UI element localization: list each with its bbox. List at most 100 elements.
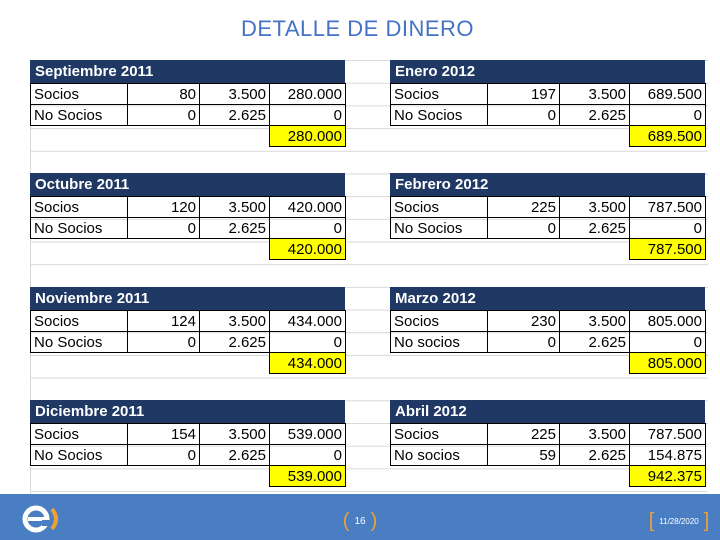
total-row: 689.500 [391,125,706,147]
price-cell: 3.500 [199,423,270,445]
total-cell: 539.000 [269,465,346,487]
total-row: 434.000 [31,352,346,374]
count-cell: 230 [487,310,560,332]
left-bracket-icon: ( [342,510,350,532]
total-row: 280.000 [31,125,346,147]
month-header: Marzo 2012 [390,287,705,310]
total-row: 942.375 [391,465,706,487]
count-cell: 0 [487,104,560,126]
total-cell: 420.000 [269,238,346,260]
count-cell: 0 [127,217,200,239]
month-header: Febrero 2012 [390,173,705,196]
count-cell: 0 [127,444,200,466]
table-row: Socios 230 3.500 805.000 [390,310,706,332]
table-row: No socios 0 2.625 0 [390,331,706,353]
total-cell: 689.500 [629,125,706,147]
row-label: Socios [30,423,128,445]
month-block: Febrero 2012 Socios 225 3.500 787.500 No Soci… [390,173,706,260]
amount-cell: 805.000 [629,310,706,332]
page-number: (16) [340,510,380,533]
table-row: No Socios 0 2.625 0 [390,217,706,239]
count-cell: 197 [487,83,560,105]
table-row: No Socios 0 2.625 0 [30,444,346,466]
amount-cell: 539.000 [269,423,346,445]
row-label: No Socios [390,217,488,239]
right-bracket-icon: ] [703,510,710,532]
amount-cell: 0 [269,331,346,353]
amount-cell: 0 [269,444,346,466]
total-row: 787.500 [391,238,706,260]
month-block: Diciembre 2011 Socios 154 3.500 539.000 No So… [30,400,346,487]
count-cell: 225 [487,196,560,218]
table-row: Socios 197 3.500 689.500 [390,83,706,105]
month-table: Socios 230 3.500 805.000 No socios 0 2.625 0 805… [390,310,706,374]
total-cell: 280.000 [269,125,346,147]
amount-cell: 154.875 [629,444,706,466]
amount-cell: 787.500 [629,196,706,218]
amount-cell: 0 [629,331,706,353]
amount-cell: 689.500 [629,83,706,105]
footer-date-label: 11/28/2020 [659,517,699,526]
total-cell: 942.375 [629,465,706,487]
month-table: Socios 80 3.500 280.000 No Socios 0 2.625 0 280.… [30,83,346,147]
table-row: Socios 124 3.500 434.000 [30,310,346,332]
total-row: 805.000 [391,352,706,374]
count-cell: 124 [127,310,200,332]
month-block: Marzo 2012 Socios 230 3.500 805.000 No socios… [390,287,706,374]
row-label: Socios [390,423,488,445]
price-cell: 3.500 [559,423,630,445]
price-cell: 3.500 [199,196,270,218]
month-block: Enero 2012 Socios 197 3.500 689.500 No Socios… [390,60,706,147]
total-cell: 805.000 [629,352,706,374]
price-cell: 3.500 [559,83,630,105]
row-label: Socios [30,310,128,332]
price-cell: 3.500 [559,310,630,332]
price-cell: 2.625 [199,444,270,466]
count-cell: 80 [127,83,200,105]
row-label: No Socios [30,331,128,353]
page-title: DETALLE DE DINERO [240,16,475,41]
footer-date: [11/28/2020] [646,510,712,533]
month-table: Socios 120 3.500 420.000 No Socios 0 2.625 0 420… [30,196,346,260]
row-label: No Socios [30,217,128,239]
row-label: Socios [390,83,488,105]
month-header: Octubre 2011 [30,173,345,196]
table-row: No Socios 0 2.625 0 [30,104,346,126]
total-cell: 434.000 [269,352,346,374]
month-header: Abril 2012 [390,400,705,423]
count-cell: 0 [487,217,560,239]
month-block: Septiembre 2011 Socios 80 3.500 280.000 No So… [30,60,346,147]
price-cell: 2.625 [199,331,270,353]
month-table: Socios 225 3.500 787.500 No Socios 0 2.625 0 787… [390,196,706,260]
count-cell: 0 [127,104,200,126]
total-row: 539.000 [31,465,346,487]
row-label: No socios [390,444,488,466]
table-row: No Socios 0 2.625 0 [390,104,706,126]
amount-cell: 0 [629,217,706,239]
table-row: No socios 59 2.625 154.875 [390,444,706,466]
month-header: Enero 2012 [390,60,705,83]
footer-bar [0,494,720,540]
row-label: No Socios [30,104,128,126]
amount-cell: 0 [269,104,346,126]
left-bracket-icon: [ [648,510,655,532]
row-label: Socios [390,310,488,332]
amount-cell: 787.500 [629,423,706,445]
price-cell: 2.625 [559,104,630,126]
price-cell: 2.625 [559,444,630,466]
table-row: No Socios 0 2.625 0 [30,331,346,353]
amount-cell: 434.000 [269,310,346,332]
month-table: Socios 197 3.500 689.500 No Socios 0 2.625 0 689… [390,83,706,147]
amount-cell: 0 [629,104,706,126]
table-row: Socios 120 3.500 420.000 [30,196,346,218]
count-cell: 120 [127,196,200,218]
amount-cell: 420.000 [269,196,346,218]
row-label: Socios [30,83,128,105]
row-label: Socios [390,196,488,218]
total-cell: 787.500 [629,238,706,260]
count-cell: 154 [127,423,200,445]
month-block: Octubre 2011 Socios 120 3.500 420.000 No Soci… [30,173,346,260]
month-table: Socios 154 3.500 539.000 No Socios 0 2.625 0 539… [30,423,346,487]
table-row: Socios 80 3.500 280.000 [30,83,346,105]
month-header: Diciembre 2011 [30,400,345,423]
